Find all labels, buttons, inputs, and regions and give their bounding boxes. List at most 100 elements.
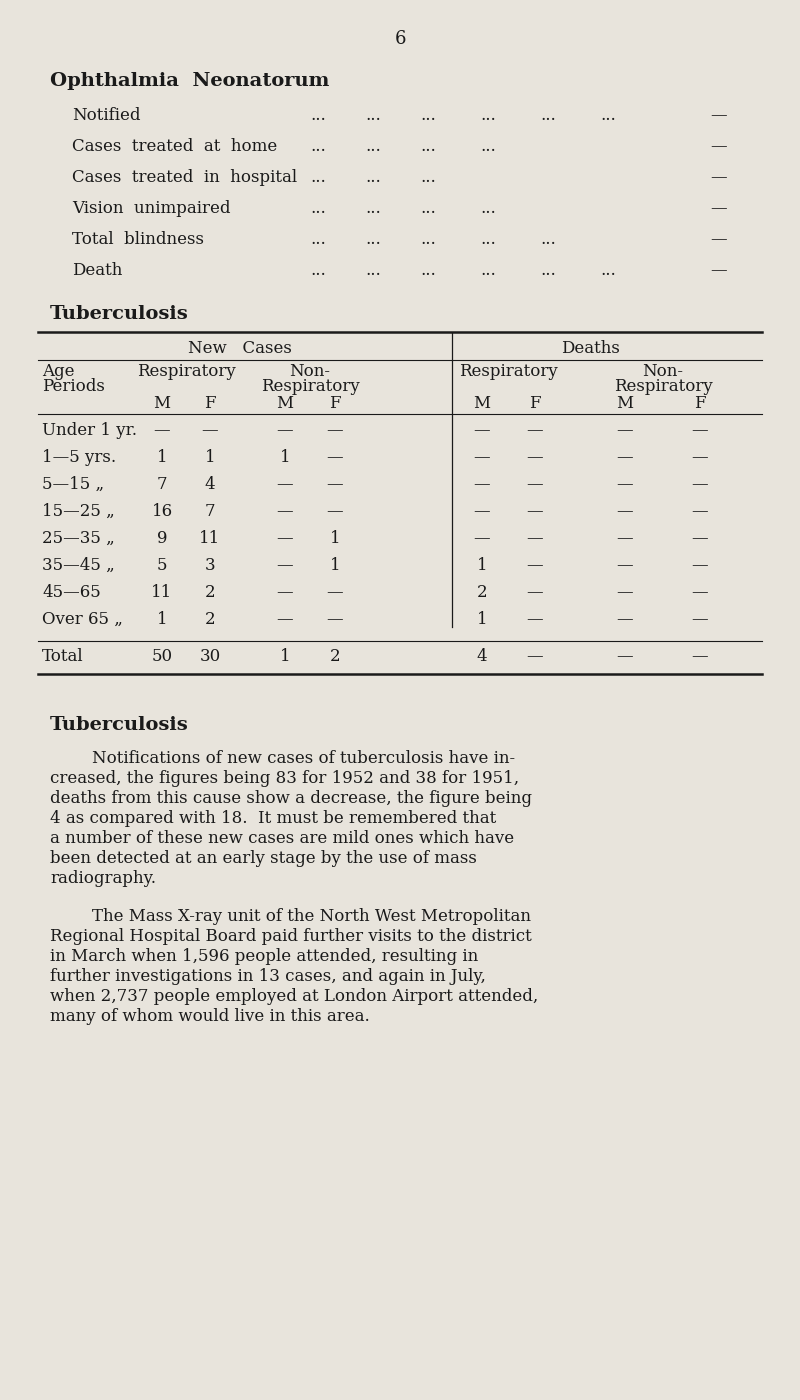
Text: M: M xyxy=(277,395,294,412)
Text: Respiratory: Respiratory xyxy=(614,378,712,395)
Text: F: F xyxy=(329,395,341,412)
Text: New   Cases: New Cases xyxy=(188,340,292,357)
Text: —: — xyxy=(692,610,708,629)
Text: 50: 50 xyxy=(151,648,173,665)
Text: 7: 7 xyxy=(157,476,167,493)
Text: Over 65 „: Over 65 „ xyxy=(42,610,123,629)
Text: Death: Death xyxy=(72,262,122,279)
Text: Total: Total xyxy=(42,648,84,665)
Text: radiography.: radiography. xyxy=(50,869,156,888)
Text: 4 as compared with 18.  It must be remembered that: 4 as compared with 18. It must be rememb… xyxy=(50,811,496,827)
Text: 25—35 „: 25—35 „ xyxy=(42,531,114,547)
Text: 1: 1 xyxy=(477,557,487,574)
Text: —: — xyxy=(526,531,543,547)
Text: —: — xyxy=(692,421,708,440)
Text: —: — xyxy=(277,610,294,629)
Text: 11: 11 xyxy=(199,531,221,547)
Text: Under 1 yr.: Under 1 yr. xyxy=(42,421,137,440)
Text: ...: ... xyxy=(310,262,326,279)
Text: Periods: Periods xyxy=(42,378,105,395)
Text: —: — xyxy=(526,421,543,440)
Text: ...: ... xyxy=(310,231,326,248)
Text: —: — xyxy=(710,106,726,125)
Text: —: — xyxy=(617,449,634,466)
Text: —: — xyxy=(277,476,294,493)
Text: many of whom would live in this area.: many of whom would live in this area. xyxy=(50,1008,370,1025)
Text: —: — xyxy=(277,584,294,601)
Text: 3: 3 xyxy=(205,557,215,574)
Text: F: F xyxy=(204,395,216,412)
Text: 6: 6 xyxy=(394,29,406,48)
Text: M: M xyxy=(474,395,490,412)
Text: —: — xyxy=(526,449,543,466)
Text: —: — xyxy=(474,531,490,547)
Text: 1: 1 xyxy=(280,449,290,466)
Text: —: — xyxy=(526,503,543,519)
Text: Tuberculosis: Tuberculosis xyxy=(50,305,189,323)
Text: —: — xyxy=(617,421,634,440)
Text: —: — xyxy=(617,531,634,547)
Text: —: — xyxy=(617,584,634,601)
Text: ...: ... xyxy=(600,106,616,125)
Text: 2: 2 xyxy=(205,584,215,601)
Text: creased, the figures being 83 for 1952 and 38 for 1951,: creased, the figures being 83 for 1952 a… xyxy=(50,770,519,787)
Text: when 2,737 people employed at London Airport attended,: when 2,737 people employed at London Air… xyxy=(50,988,538,1005)
Text: ...: ... xyxy=(420,139,436,155)
Text: —: — xyxy=(474,503,490,519)
Text: Respiratory: Respiratory xyxy=(458,363,558,379)
Text: 4: 4 xyxy=(205,476,215,493)
Text: 1: 1 xyxy=(157,449,167,466)
Text: ...: ... xyxy=(480,200,496,217)
Text: —: — xyxy=(326,584,343,601)
Text: ...: ... xyxy=(365,169,381,186)
Text: ...: ... xyxy=(480,106,496,125)
Text: Vision  unimpaired: Vision unimpaired xyxy=(72,200,230,217)
Text: —: — xyxy=(710,169,726,186)
Text: Notifications of new cases of tuberculosis have in-: Notifications of new cases of tuberculos… xyxy=(50,750,515,767)
Text: 15—25 „: 15—25 „ xyxy=(42,503,114,519)
Text: ...: ... xyxy=(420,262,436,279)
Text: —: — xyxy=(617,648,634,665)
Text: 1—5 yrs.: 1—5 yrs. xyxy=(42,449,116,466)
Text: 11: 11 xyxy=(151,584,173,601)
Text: Cases  treated  at  home: Cases treated at home xyxy=(72,139,278,155)
Text: ...: ... xyxy=(420,231,436,248)
Text: ...: ... xyxy=(480,139,496,155)
Text: 2: 2 xyxy=(477,584,487,601)
Text: ...: ... xyxy=(365,262,381,279)
Text: —: — xyxy=(710,231,726,248)
Text: ...: ... xyxy=(600,262,616,279)
Text: 45—65: 45—65 xyxy=(42,584,101,601)
Text: —: — xyxy=(277,531,294,547)
Text: —: — xyxy=(202,421,218,440)
Text: —: — xyxy=(526,648,543,665)
Text: 1: 1 xyxy=(477,610,487,629)
Text: —: — xyxy=(526,476,543,493)
Text: ...: ... xyxy=(420,106,436,125)
Text: M: M xyxy=(154,395,170,412)
Text: Ophthalmia  Neonatorum: Ophthalmia Neonatorum xyxy=(50,71,330,90)
Text: ...: ... xyxy=(365,139,381,155)
Text: 1: 1 xyxy=(330,531,340,547)
Text: —: — xyxy=(710,139,726,155)
Text: —: — xyxy=(326,421,343,440)
Text: 30: 30 xyxy=(199,648,221,665)
Text: Respiratory: Respiratory xyxy=(261,378,359,395)
Text: ...: ... xyxy=(310,200,326,217)
Text: ...: ... xyxy=(480,262,496,279)
Text: 1: 1 xyxy=(330,557,340,574)
Text: ...: ... xyxy=(310,169,326,186)
Text: —: — xyxy=(692,476,708,493)
Text: Non-: Non- xyxy=(290,363,330,379)
Text: —: — xyxy=(692,531,708,547)
Text: Age: Age xyxy=(42,363,74,379)
Text: ...: ... xyxy=(310,106,326,125)
Text: —: — xyxy=(710,200,726,217)
Text: Regional Hospital Board paid further visits to the district: Regional Hospital Board paid further vis… xyxy=(50,928,532,945)
Text: Cases  treated  in  hospital: Cases treated in hospital xyxy=(72,169,297,186)
Text: Non-: Non- xyxy=(642,363,683,379)
Text: —: — xyxy=(617,557,634,574)
Text: —: — xyxy=(526,610,543,629)
Text: ...: ... xyxy=(540,106,556,125)
Text: ...: ... xyxy=(310,139,326,155)
